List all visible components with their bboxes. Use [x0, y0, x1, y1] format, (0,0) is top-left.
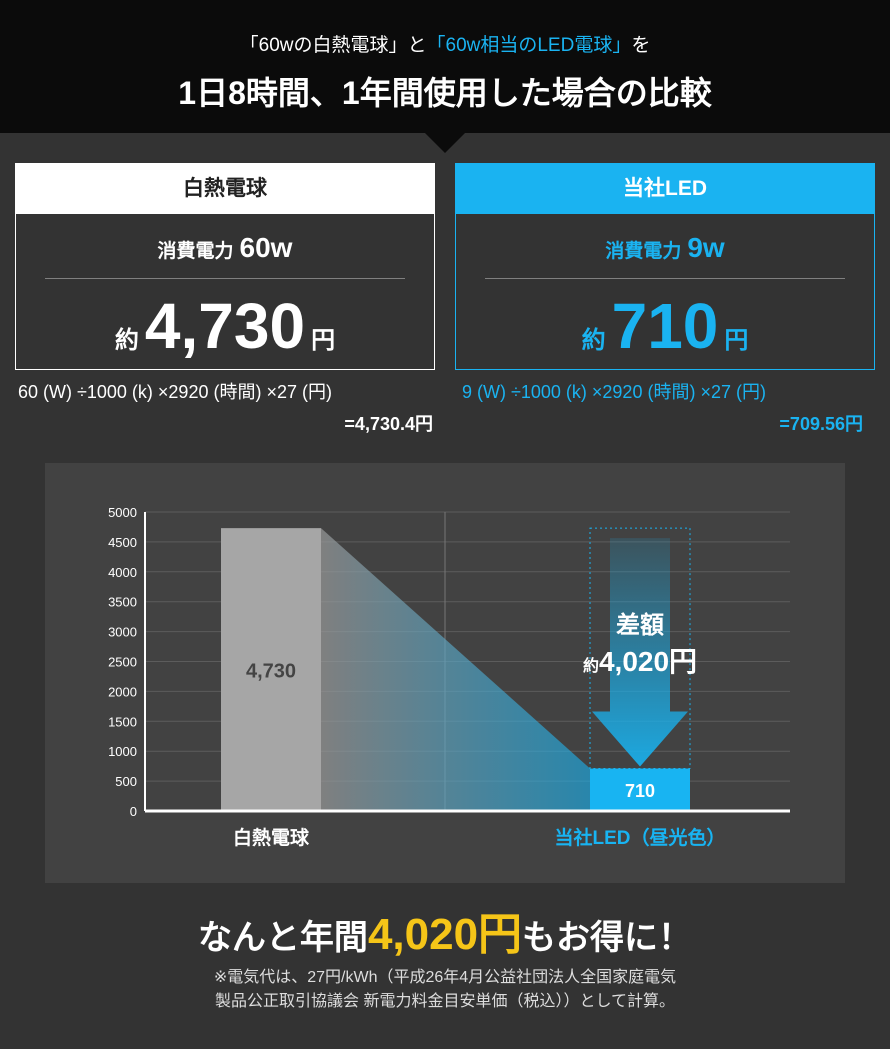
cost-prefix: 約	[114, 327, 139, 354]
annotation-title: 差額	[616, 611, 664, 639]
card-label: 当社LED	[456, 164, 874, 214]
y-tick-label: 500	[115, 774, 137, 789]
cost: 710	[611, 290, 719, 362]
result: =709.56円	[779, 414, 863, 434]
subtitle: 「60wの白熱電球」と「60w相当のLED電球」を	[0, 30, 890, 57]
note: ※電気代は、27円/kWh（平成26年4月公益社団法人全国家庭電気 製品公正取引協…	[0, 966, 890, 1014]
power-label: 消費電力	[157, 241, 234, 262]
y-tick-label: 4000	[108, 565, 137, 580]
power-label: 消費電力	[605, 241, 682, 262]
bar	[221, 528, 321, 811]
x-tick-label: 白熱電球	[233, 826, 310, 849]
formula: 9 (W) ÷1000 (k) ×2920 (時間) ×27 (円)	[462, 382, 766, 402]
subtitle-part: 「60wの白熱電球」と	[239, 35, 427, 56]
annotation: 約4,020円	[583, 646, 697, 677]
difference-band	[321, 528, 590, 811]
y-tick-label: 1500	[108, 714, 137, 729]
headline: なんと年間4,020円もお得に！	[0, 898, 890, 962]
card: 白熱電球 消費電力 60w 約4,730 円	[15, 163, 435, 370]
note-line: ※電気代は、27円/kWh（平成26年4月公益社団法人全国家庭電気	[213, 969, 677, 986]
cost: 4,730	[144, 290, 306, 362]
y-tick-label: 3500	[108, 595, 137, 610]
difference-arrow	[592, 538, 688, 767]
headline-part: 4,020円	[367, 910, 523, 959]
subtitle-part: を	[631, 35, 651, 56]
chart: 0 500 1000 1500 2000 2500 3000 3500 4000 4500 5000…	[45, 463, 845, 883]
x-tick-label: 当社LED（昼光色）	[554, 826, 725, 849]
headline-part: なんと年間	[197, 919, 368, 957]
note-line: 製品公正取引協議会 新電力料金目安単価（税込））として計算。	[215, 993, 675, 1010]
header	[0, 0, 890, 133]
headline-part: もお得に！	[522, 919, 693, 957]
cost-unit: 円	[311, 327, 336, 354]
title: 1日8時間、1年間使用した場合の比較	[178, 75, 712, 111]
cost-unit: 円	[724, 327, 749, 354]
y-tick-label: 1000	[108, 744, 137, 759]
annotation-prefix: 約	[583, 656, 599, 675]
cost-prefix: 約	[581, 327, 606, 354]
y-tick-label: 2500	[108, 655, 137, 670]
y-tick-label: 2000	[108, 684, 137, 699]
y-tick-label: 4500	[108, 535, 137, 550]
y-tick-label: 0	[130, 804, 137, 819]
value-label: 710	[625, 781, 655, 801]
power: 60w	[239, 232, 293, 263]
power: 9w	[687, 232, 725, 263]
pointer	[425, 133, 465, 153]
value-label: 4,730	[246, 661, 296, 683]
y-tick-label: 3000	[108, 625, 137, 640]
card-label: 白熱電球	[16, 164, 434, 214]
bar	[590, 768, 690, 811]
card: 当社LED 消費電力 9w 約710 円	[455, 163, 875, 370]
result: =4,730.4円	[344, 414, 433, 434]
formula: 60 (W) ÷1000 (k) ×2920 (時間) ×27 (円)	[18, 382, 332, 402]
annotation-value: 4,020円	[599, 646, 697, 677]
y-tick-label: 5000	[108, 505, 137, 520]
subtitle-part: 「60w相当のLED電球」	[426, 35, 632, 56]
